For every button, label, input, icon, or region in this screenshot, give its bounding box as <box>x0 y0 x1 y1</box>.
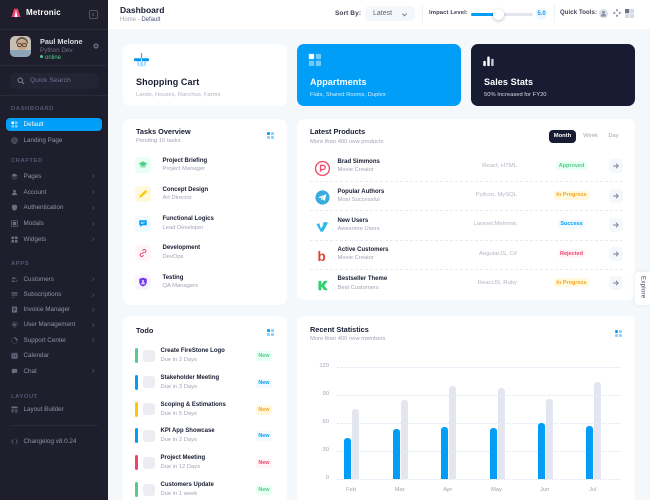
svg-text:b: b <box>317 249 325 264</box>
